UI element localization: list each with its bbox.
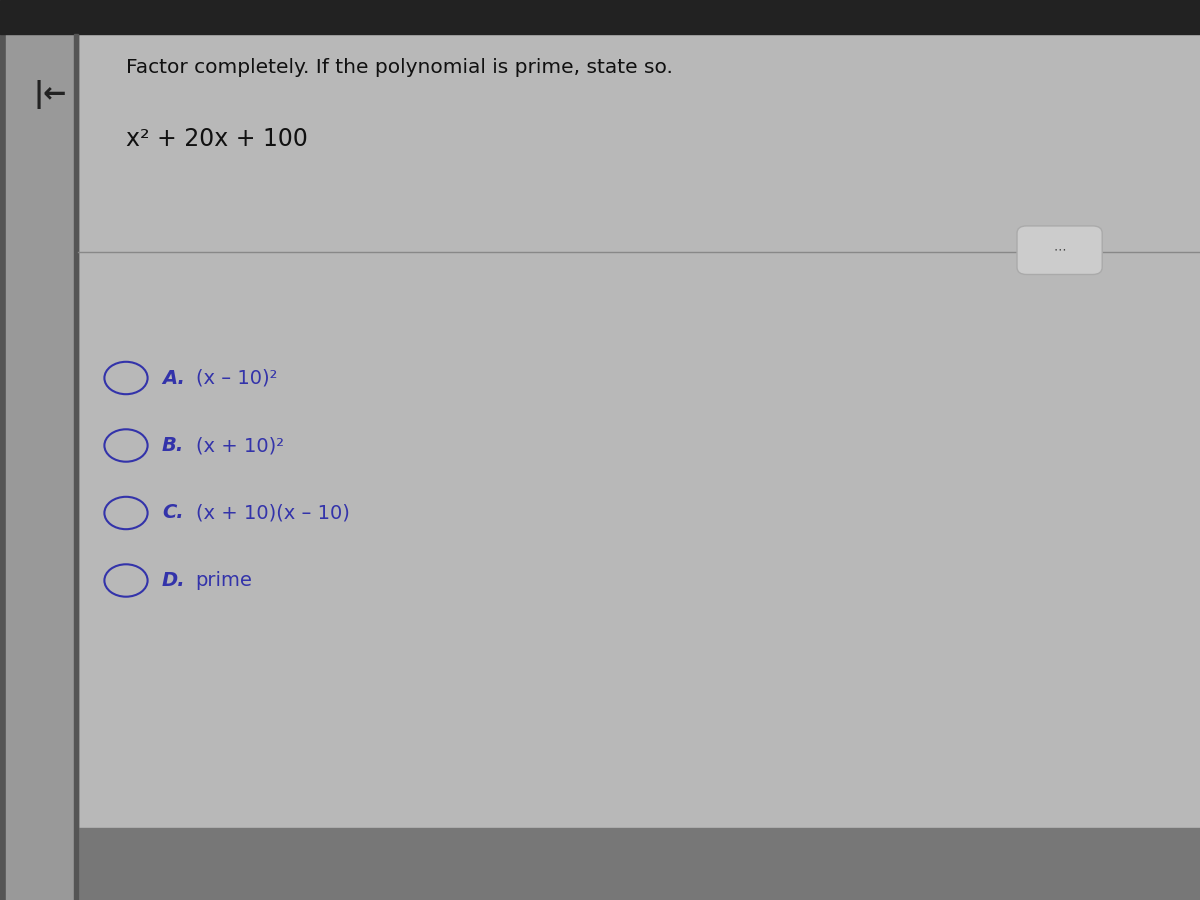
Text: B.: B. [162, 436, 185, 455]
Text: x² + 20x + 100: x² + 20x + 100 [126, 128, 308, 151]
FancyBboxPatch shape [1018, 226, 1103, 274]
Text: Factor completely. If the polynomial is prime, state so.: Factor completely. If the polynomial is … [126, 58, 673, 77]
Text: (x + 10)²: (x + 10)² [196, 436, 283, 455]
Text: (x – 10)²: (x – 10)² [196, 368, 277, 388]
Text: prime: prime [196, 571, 252, 590]
Text: D.: D. [162, 571, 186, 590]
Bar [6, 34, 78, 900]
Text: A.: A. [162, 368, 185, 388]
Text: (x + 10)(x – 10): (x + 10)(x – 10) [196, 503, 349, 523]
Bar [0, 0, 1200, 34]
Text: C.: C. [162, 503, 184, 523]
Bar [0, 34, 78, 900]
Bar [0, 828, 1200, 900]
Text: ⋯: ⋯ [1054, 244, 1066, 256]
Bar [74, 34, 78, 900]
Text: |←: |← [34, 80, 67, 109]
